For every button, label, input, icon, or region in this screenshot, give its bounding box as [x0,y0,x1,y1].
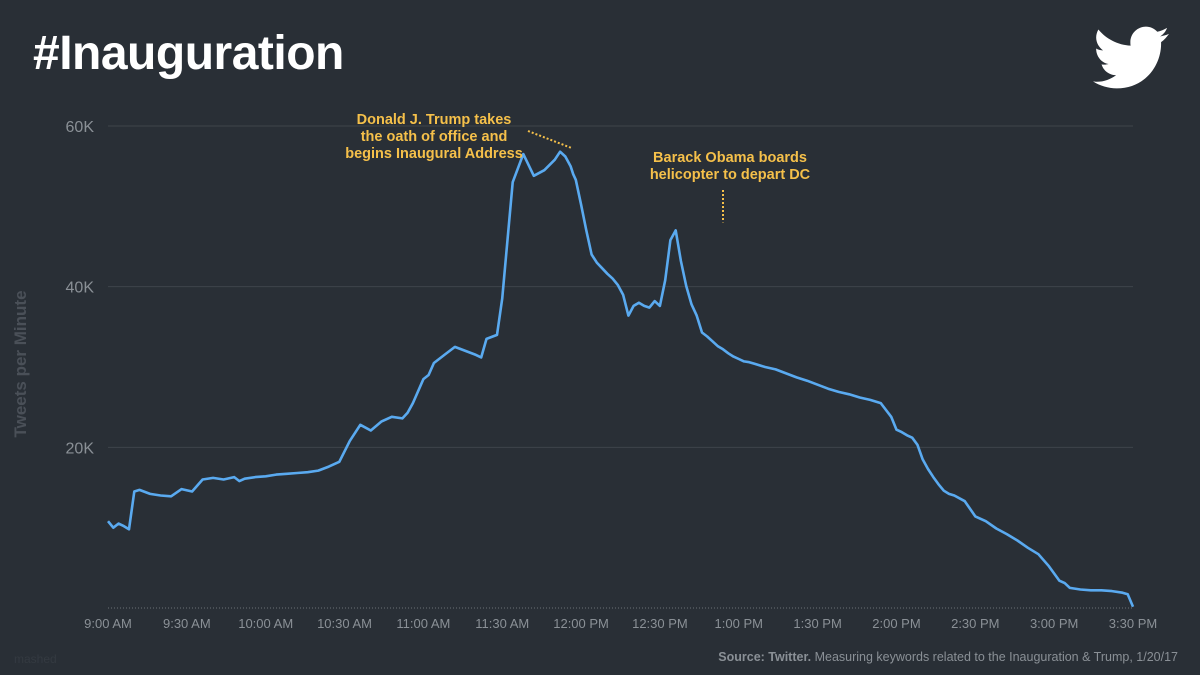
x-tick-label: 9:00 AM [84,616,132,631]
x-tick-label: 10:30 AM [317,616,372,631]
annotation-leader [527,130,573,150]
source-text: Measuring keywords related to the Inaugu… [811,650,1178,664]
x-tick-label: 3:00 PM [1030,616,1078,631]
watermark: mashed [14,652,57,666]
series-line-tweets [106,150,1135,608]
x-tick-label: 12:00 PM [553,616,609,631]
x-axis-ticks: 9:00 AM 9:30 AM 10:00 AM 10:30 AM 11:00 AM 11… [84,616,1157,631]
x-tick-label: 11:00 AM [396,616,450,631]
x-tick-label: 12:30 PM [632,616,688,631]
annotation-text: the oath of office and [361,129,508,145]
twitter-bird-icon [1093,26,1169,89]
grid-lines [108,125,1133,609]
y-tick-label: 40K [66,280,95,297]
annotation-text: helicopter to depart DC [650,167,811,183]
chart-title: #Inauguration [33,27,344,80]
annotation-text: Donald J. Trump takes [357,112,512,128]
annotation-text: begins Inaugural Address [345,146,523,162]
x-tick-label: 9:30 AM [163,616,211,631]
source-note: Source: Twitter. Measuring keywords rela… [718,650,1178,664]
x-tick-label: 11:30 AM [475,616,529,631]
y-axis-ticks: 20K 40K 60K [66,119,95,457]
y-tick-label: 20K [66,440,95,457]
y-tick-label: 60K [66,119,95,136]
x-tick-label: 3:30 PM [1109,616,1157,631]
y-axis-label: Tweets per Minute [11,290,30,437]
x-tick-label: 1:00 PM [715,616,763,631]
source-label: Source: Twitter. [718,650,812,664]
x-tick-label: 2:00 PM [872,616,920,631]
x-tick-label: 1:30 PM [793,616,841,631]
x-tick-label: 2:30 PM [951,616,999,631]
twitter-bird-shape [1093,26,1169,89]
annotation-text: Barack Obama boards [653,150,807,166]
x-tick-label: 10:00 AM [238,616,293,631]
